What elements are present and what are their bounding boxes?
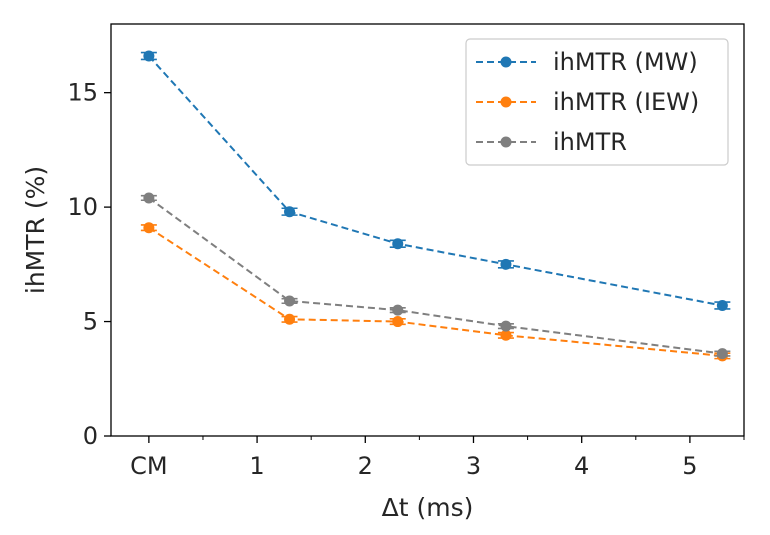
legend-item: ihMTR (MW) xyxy=(476,48,698,76)
data-point xyxy=(284,313,296,325)
legend-label: ihMTR (MW) xyxy=(553,48,698,76)
x-tick-label: CM xyxy=(130,452,167,480)
legend-marker xyxy=(500,136,512,148)
legend: ihMTR (MW) ihMTR (IEW) ihMTR xyxy=(465,38,729,166)
y-tick-label: 0 xyxy=(83,422,98,450)
data-point xyxy=(500,258,512,270)
x-tick-label: 4 xyxy=(574,452,589,480)
y-tick-label: 15 xyxy=(67,79,98,107)
data-point xyxy=(284,206,296,218)
data-point xyxy=(392,238,404,250)
data-point xyxy=(716,348,728,360)
x-axis-label: Δt (ms) xyxy=(382,493,474,522)
data-point xyxy=(392,316,404,328)
y-tick-label: 5 xyxy=(83,308,98,336)
series-0 xyxy=(140,50,731,312)
series-layer xyxy=(140,50,731,362)
data-point xyxy=(716,300,728,312)
x-tick-label: 5 xyxy=(682,452,697,480)
y-axis-label: ihMTR (%) xyxy=(21,166,50,294)
legend-label: ihMTR (IEW) xyxy=(553,88,699,116)
legend-box xyxy=(465,38,729,166)
data-point xyxy=(143,222,155,234)
plot-frame xyxy=(110,23,745,437)
x-tick-label: 3 xyxy=(466,452,481,480)
y-tick-label: 10 xyxy=(67,193,98,221)
tick-layer: 0 5 10 15 CM 1 2 3 4 5 xyxy=(67,79,745,480)
data-point xyxy=(500,329,512,341)
data-point xyxy=(392,304,404,316)
legend-marker xyxy=(500,96,512,108)
series-2 xyxy=(140,192,731,360)
legend-label: ihMTR xyxy=(553,128,627,156)
x-tick-label: 2 xyxy=(358,452,373,480)
legend-item: ihMTR (IEW) xyxy=(476,88,699,116)
data-point xyxy=(143,50,155,62)
legend-item: ihMTR xyxy=(476,128,627,156)
data-point xyxy=(500,320,512,332)
legend-marker xyxy=(500,56,512,68)
x-tick-label: 1 xyxy=(249,452,264,480)
data-point xyxy=(143,192,155,204)
data-point xyxy=(284,295,296,307)
series-line xyxy=(148,197,723,355)
